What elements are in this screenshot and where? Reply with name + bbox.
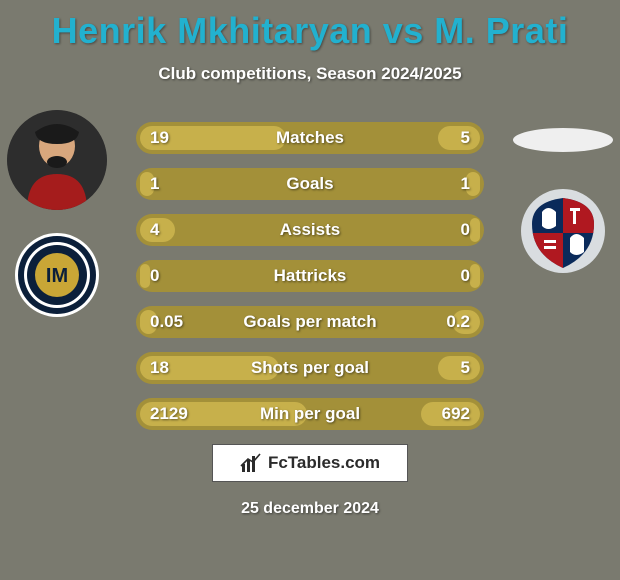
page-subtitle: Club competitions, Season 2024/2025 [0,64,620,84]
stat-value-right: 0.2 [446,312,470,332]
date-label: 25 december 2024 [0,500,620,518]
player-photo-left [7,110,107,210]
stat-label: Assists [136,220,484,240]
left-player-column: IM [2,110,112,318]
stat-label: Goals [136,174,484,194]
stat-value-right: 1 [461,174,470,194]
stat-row: 4Assists0 [136,214,484,246]
stat-value-right: 5 [461,128,470,148]
stat-label: Goals per match [136,312,484,332]
stat-label: Min per goal [136,404,484,424]
player-placeholder-right [513,128,613,152]
stat-row: 0.05Goals per match0.2 [136,306,484,338]
branding-text: FcTables.com [268,453,380,473]
stats-table: 19Matches51Goals14Assists00Hattricks00.0… [136,122,484,444]
page-title: Henrik Mkhitaryan vs M. Prati [0,0,620,52]
stat-row: 19Matches5 [136,122,484,154]
chart-icon [240,452,262,474]
stat-row: 1Goals1 [136,168,484,200]
stat-row: 0Hattricks0 [136,260,484,292]
club-logo-left: IM [14,232,100,318]
svg-text:IM: IM [46,265,68,287]
stat-label: Matches [136,128,484,148]
stat-value-right: 0 [461,266,470,286]
stat-value-right: 692 [442,404,470,424]
stat-label: Hattricks [136,266,484,286]
branding-badge: FcTables.com [212,444,408,482]
club-logo-right [520,188,606,274]
stat-label: Shots per goal [136,358,484,378]
stat-value-right: 0 [461,220,470,240]
stat-value-right: 5 [461,358,470,378]
right-player-column [508,110,618,274]
stat-row: 18Shots per goal5 [136,352,484,384]
stat-row: 2129Min per goal692 [136,398,484,430]
